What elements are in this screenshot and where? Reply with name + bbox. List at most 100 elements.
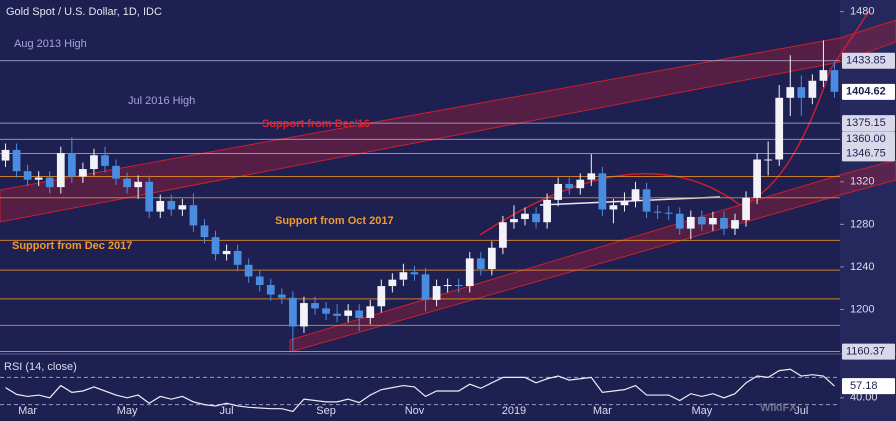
candle-body <box>664 212 673 214</box>
annotation: Support from Oct 2017 <box>275 215 394 227</box>
candle-body <box>101 155 109 166</box>
candle-body <box>23 171 32 180</box>
x-tick-label: Sep <box>316 405 336 417</box>
channel-upper <box>0 19 896 223</box>
candle-body <box>244 264 253 277</box>
level-tag <box>842 115 895 132</box>
candle-body <box>720 217 728 229</box>
level-tag <box>842 52 895 69</box>
candle-body <box>322 308 330 314</box>
candle-body <box>432 286 441 300</box>
candle-body <box>499 222 507 248</box>
candle-body <box>67 153 76 177</box>
candle-body <box>830 70 839 92</box>
candle-body <box>465 258 474 287</box>
candle-body <box>1 149 10 161</box>
candle-body <box>300 303 308 327</box>
candle-body <box>222 250 231 255</box>
y-tick-label: 1320 <box>850 176 874 188</box>
candle-body <box>311 303 319 309</box>
candle-body <box>653 211 662 213</box>
annotation: Aug 2013 High <box>14 38 87 50</box>
candle-body <box>764 159 773 161</box>
candle-body <box>399 272 408 280</box>
annotation: Jul 2016 High <box>128 95 195 107</box>
level-label: 1375.15 <box>846 117 886 129</box>
x-tick-label: 2019 <box>502 405 526 417</box>
annotation: Support from Dec'16 <box>262 118 370 130</box>
candle-body <box>521 213 529 220</box>
candle-body <box>178 205 187 210</box>
candle-body <box>79 169 87 177</box>
candle-body <box>487 247 496 270</box>
price-tag <box>842 83 895 100</box>
candle-body <box>366 306 375 318</box>
candle-body <box>45 177 54 188</box>
x-tick-label: Mar <box>593 405 612 417</box>
candle-body <box>211 237 220 255</box>
level-tag <box>842 343 895 360</box>
candle-body <box>167 200 176 210</box>
candle-body <box>266 284 275 295</box>
candle-body <box>200 225 209 238</box>
curve-support <box>479 9 871 236</box>
candle-body <box>742 197 750 221</box>
candle-body <box>145 181 154 212</box>
candle-body <box>476 258 485 270</box>
candle-body <box>808 80 817 98</box>
candle-body <box>56 153 65 188</box>
candle-body <box>255 276 264 285</box>
x-tick-label: Jul <box>220 405 234 417</box>
candle-body <box>554 183 563 200</box>
candle-body <box>697 216 706 225</box>
candle-body <box>421 274 430 300</box>
candle-body <box>410 272 419 275</box>
candle-body <box>598 173 607 210</box>
candle-body <box>233 250 242 265</box>
x-tick-label: Nov <box>405 405 425 417</box>
candle-body <box>620 200 629 206</box>
candle-body <box>631 189 640 201</box>
candle-body <box>189 205 198 226</box>
candle-body <box>34 177 43 180</box>
candle-body <box>565 183 574 189</box>
rsi-tag <box>842 378 895 395</box>
candle-body <box>12 149 21 172</box>
price-label: 1404.62 <box>846 86 886 98</box>
candle-body <box>775 97 784 160</box>
candle-body <box>819 70 828 81</box>
candle-body <box>587 173 596 180</box>
level-label: 1346.75 <box>846 147 886 159</box>
level-tag <box>842 145 895 162</box>
candle-body <box>344 310 353 316</box>
candle-body <box>675 213 684 229</box>
x-tick-label: Jul <box>794 405 808 417</box>
candle-body <box>123 178 131 188</box>
candle-body <box>510 219 518 223</box>
candle-body <box>333 313 341 316</box>
candle-body <box>609 205 618 210</box>
y-tick-label: 1240 <box>850 261 874 273</box>
candle-body <box>90 155 98 170</box>
candle-body <box>532 213 540 223</box>
candle-body <box>797 87 806 98</box>
annotation: Support from Dec 2017 <box>12 240 132 252</box>
trend-line <box>539 196 721 206</box>
y-tick-label: 1480 <box>850 6 874 18</box>
candle-body <box>686 216 695 229</box>
candle-body <box>709 217 717 225</box>
candle-body <box>454 284 463 287</box>
rsi-line <box>5 368 835 413</box>
candle-body <box>642 189 651 212</box>
level-label: 1433.85 <box>846 55 886 67</box>
y-tick-label: 1200 <box>850 303 874 315</box>
x-tick-label: May <box>691 405 712 417</box>
x-tick-label: Mar <box>18 405 37 417</box>
candle-body <box>753 159 761 198</box>
y-tick-label: 40.00 <box>850 392 878 404</box>
candle-body <box>289 297 297 327</box>
level-label: 1160.37 <box>846 346 885 358</box>
candle-body <box>576 179 585 189</box>
candle-body <box>388 279 397 287</box>
